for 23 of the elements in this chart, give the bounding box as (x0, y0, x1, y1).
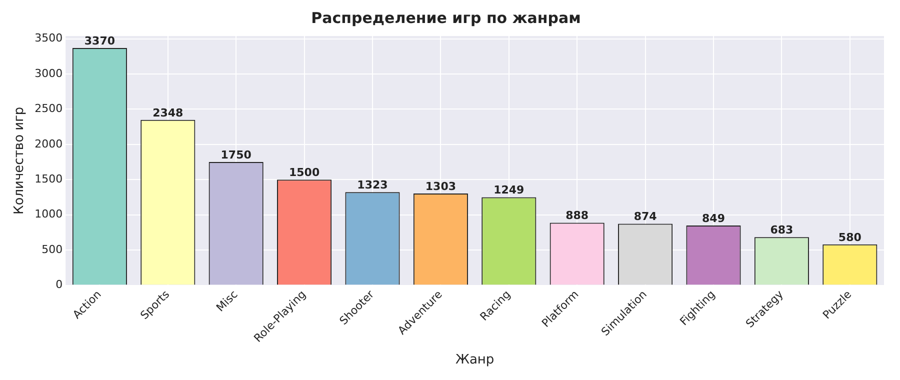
x-axis-title: Жанр (455, 352, 494, 368)
y-tick-label: 1000 (34, 208, 63, 221)
data-label: 3370 (84, 34, 116, 48)
y-tick-label: 3500 (34, 32, 63, 45)
y-tick-label: 3000 (34, 66, 63, 80)
data-label: 849 (702, 212, 725, 225)
chart-title: Распределение игр по жанрам (311, 8, 581, 27)
data-label: 1303 (425, 180, 456, 193)
y-tick-label: 1500 (34, 172, 63, 186)
y-tick-label: 500 (42, 242, 63, 256)
data-label: 1750 (220, 148, 252, 162)
y-tick-label: 0 (56, 278, 63, 292)
data-label: 1249 (494, 184, 524, 197)
data-label: 1500 (288, 166, 320, 179)
data-label: 888 (566, 209, 589, 222)
data-label: 683 (770, 224, 794, 237)
y-axis-title: Количество игр (12, 106, 28, 214)
data-label: 2348 (152, 106, 184, 120)
y-tick-label: 2500 (34, 102, 63, 116)
y-tick-label: 2000 (34, 137, 63, 150)
data-label: 580 (838, 230, 862, 244)
data-label: 874 (634, 210, 658, 224)
data-label: 1323 (357, 178, 388, 192)
